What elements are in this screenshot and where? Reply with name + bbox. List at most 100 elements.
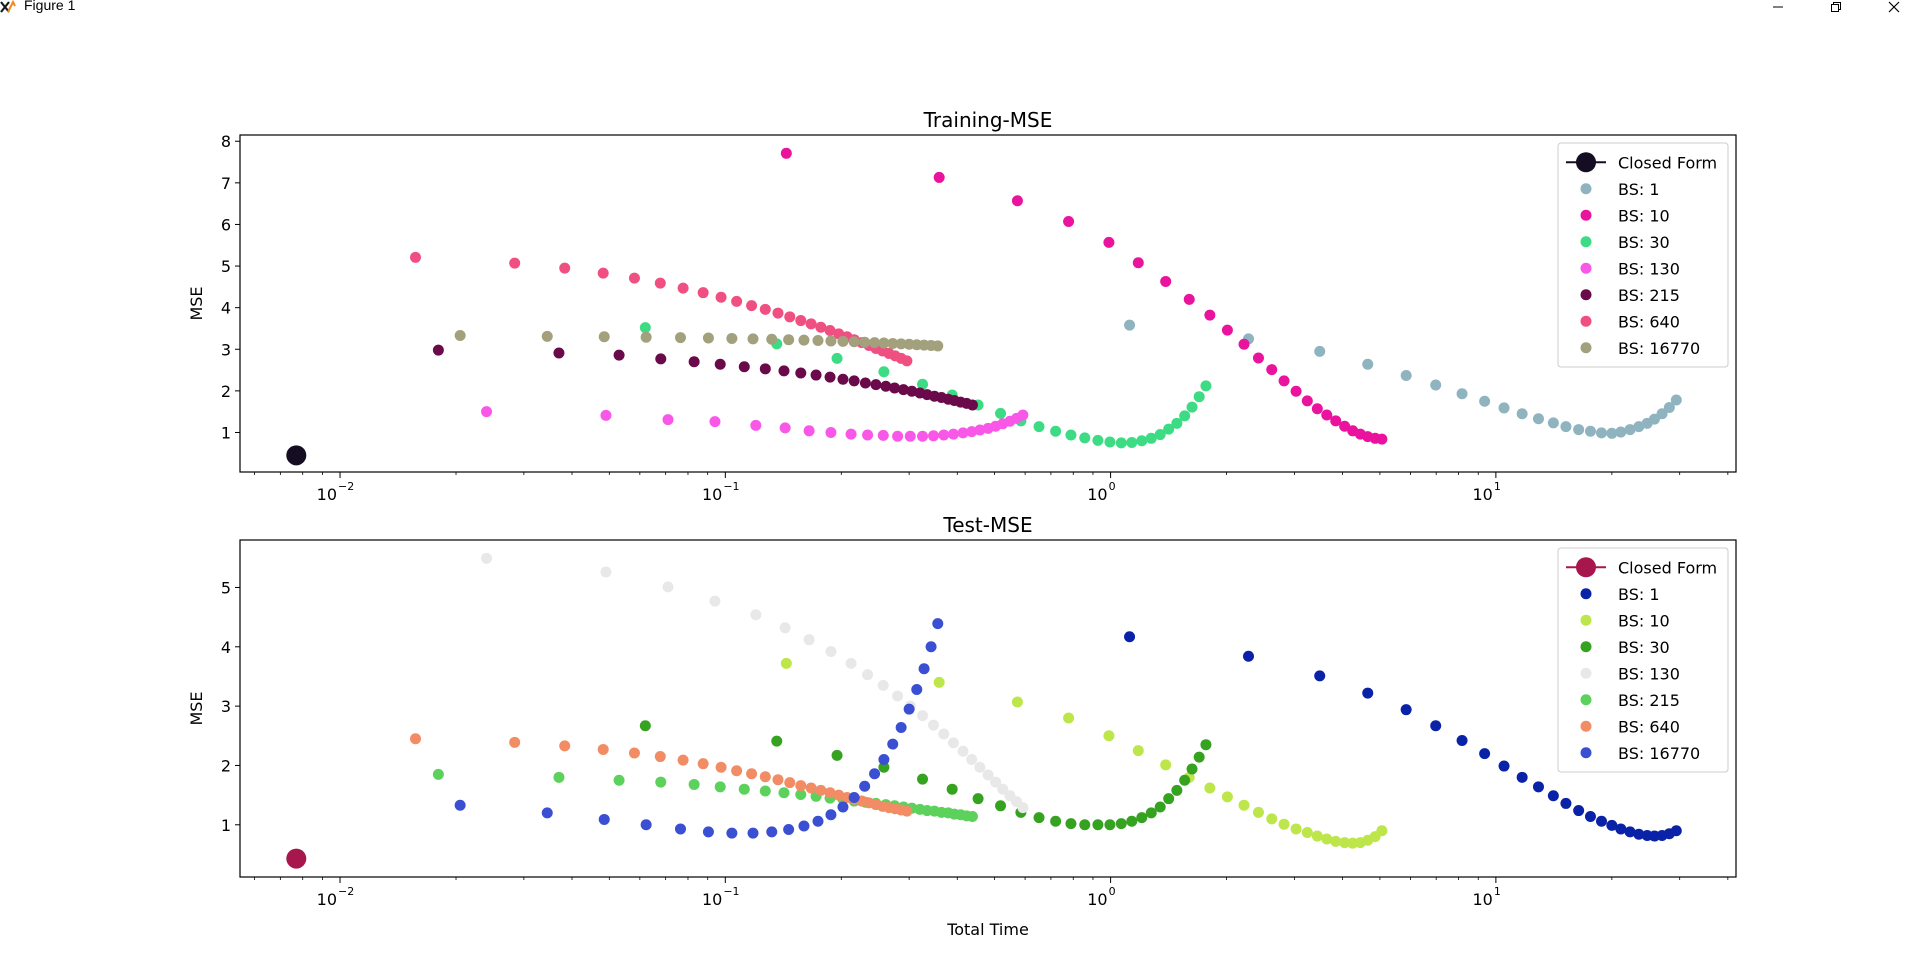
legend-marker — [1580, 315, 1592, 327]
data-point — [1311, 403, 1323, 415]
data-point — [833, 789, 845, 801]
y-tick-label: 4 — [221, 638, 231, 657]
data-point — [1050, 425, 1062, 437]
data-point — [1193, 751, 1205, 763]
data-point — [892, 430, 904, 442]
data-point — [966, 754, 978, 766]
x-tick-base: 10 — [317, 485, 337, 504]
data-point — [726, 827, 738, 839]
data-point — [1584, 810, 1596, 822]
data-point — [1163, 423, 1175, 435]
series-bs-640 — [410, 733, 913, 817]
data-point — [1145, 807, 1157, 819]
legend-item: BS: 30 — [1580, 638, 1670, 657]
data-point — [1136, 812, 1148, 824]
data-point — [1532, 413, 1544, 425]
data-point — [432, 344, 444, 356]
legend-item: Closed Form — [1566, 557, 1717, 578]
data-point — [824, 371, 836, 383]
series-bs-16770 — [454, 330, 944, 352]
x-tick-label: 10 −2 — [317, 885, 355, 909]
legend-marker — [1580, 614, 1592, 626]
data-point — [783, 824, 795, 836]
data-point — [1179, 410, 1191, 422]
legend-item: BS: 1 — [1580, 180, 1660, 199]
data-point — [1339, 837, 1351, 849]
data-point — [1221, 324, 1233, 336]
close-button[interactable] — [1871, 0, 1917, 14]
data-point — [1204, 309, 1216, 321]
data-point — [903, 703, 915, 715]
legend-item: BS: 215 — [1580, 286, 1680, 305]
data-point — [1547, 790, 1559, 802]
data-point — [1136, 435, 1148, 447]
data-point — [927, 430, 939, 442]
x-tick-exponent: 1 — [1494, 885, 1501, 898]
data-point — [454, 799, 466, 811]
data-point — [1615, 426, 1627, 438]
data-point — [1266, 813, 1278, 825]
data-point — [887, 738, 899, 750]
data-point — [780, 147, 792, 159]
data-point — [1183, 293, 1195, 305]
data-point — [917, 430, 929, 442]
data-point — [784, 777, 796, 789]
data-point — [778, 365, 790, 377]
data-point — [1573, 424, 1585, 436]
data-point — [702, 332, 714, 344]
data-point — [877, 679, 889, 691]
data-point — [1200, 380, 1212, 392]
y-tick-label: 1 — [221, 423, 231, 442]
data-point — [1171, 784, 1183, 796]
maximize-button[interactable] — [1813, 0, 1859, 14]
data-point — [878, 366, 890, 378]
data-point — [1238, 338, 1250, 350]
data-point — [702, 826, 714, 838]
data-point — [714, 781, 726, 793]
data-point — [932, 340, 944, 352]
data-point — [759, 303, 771, 315]
legend-item: BS: 130 — [1580, 664, 1680, 683]
data-point — [559, 740, 571, 752]
legend-marker — [1576, 557, 1596, 578]
data-point — [1160, 275, 1172, 287]
legend-label: BS: 1 — [1618, 585, 1660, 604]
data-point — [878, 761, 890, 773]
data-point — [805, 782, 817, 794]
data-point — [848, 336, 860, 348]
data-point — [831, 352, 843, 364]
x-tick-label: 10 1 — [1473, 885, 1501, 909]
data-point — [784, 311, 796, 323]
data-point — [1033, 421, 1045, 433]
y-axis-label: MSE — [187, 286, 206, 320]
data-point — [825, 646, 837, 658]
data-point — [815, 784, 827, 796]
x-tick-exponent: −2 — [338, 480, 354, 493]
data-point — [938, 429, 950, 441]
data-point — [869, 768, 881, 780]
y-tick-label: 6 — [221, 215, 231, 234]
data-point — [778, 787, 790, 799]
legend-item: BS: 1 — [1580, 585, 1660, 604]
data-point — [783, 334, 795, 346]
data-point — [1103, 730, 1115, 742]
minimize-button[interactable] — [1755, 0, 1801, 14]
data-point — [982, 769, 994, 781]
legend-label: BS: 130 — [1618, 664, 1680, 683]
data-point — [1624, 826, 1636, 838]
data-point — [1065, 818, 1077, 830]
plot-area — [240, 135, 1736, 472]
data-point — [715, 291, 727, 303]
data-point — [1154, 801, 1166, 813]
data-point — [286, 445, 307, 466]
y-tick-label: 4 — [221, 299, 231, 318]
data-point — [597, 267, 609, 279]
data-point — [917, 710, 929, 722]
data-point — [862, 429, 874, 441]
data-point — [454, 330, 466, 342]
series-bs-10 — [780, 147, 1388, 445]
x-tick-label: 10 −1 — [702, 885, 740, 909]
data-point — [1115, 437, 1127, 449]
data-point — [990, 776, 1002, 788]
data-point — [974, 761, 986, 773]
